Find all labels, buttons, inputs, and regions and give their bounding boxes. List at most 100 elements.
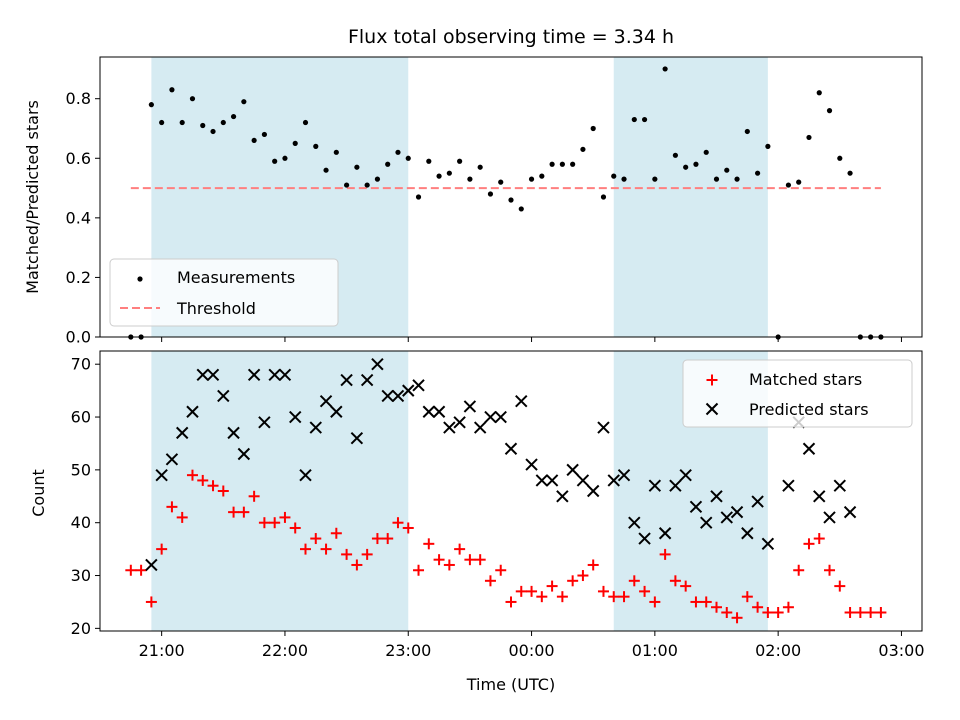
predicted-star-point-b xyxy=(689,500,703,514)
matched-star-point xyxy=(659,548,671,560)
predicted-star-point-b xyxy=(258,416,271,429)
matched-star-point xyxy=(392,517,404,529)
measurement-points xyxy=(128,66,884,340)
matched-star-point xyxy=(145,596,157,608)
measurement-point xyxy=(796,179,802,185)
predicted-star-point-b xyxy=(782,479,795,492)
matched-star-point xyxy=(413,564,425,576)
measurement-point xyxy=(498,179,504,185)
measurement-point xyxy=(600,194,607,200)
matched-star-point xyxy=(731,612,743,624)
predicted-star-point-b xyxy=(802,442,816,455)
observing-intervals-bottom xyxy=(151,351,768,631)
predicted-star-point xyxy=(453,416,466,429)
predicted-star-point xyxy=(463,400,477,413)
count-legend-box xyxy=(682,359,913,428)
predicted-star-point-b xyxy=(237,447,251,461)
count-y-tick-label: 30 xyxy=(71,566,91,585)
predicted-star-point xyxy=(607,474,620,487)
measurement-point xyxy=(189,96,196,102)
matched-star-point xyxy=(176,511,188,523)
matched-star-point xyxy=(875,607,887,619)
measurement-point xyxy=(641,116,648,123)
time-x-axis-label: Time (UTC) xyxy=(466,675,555,694)
measurement-point xyxy=(395,149,401,155)
predicted-star-point-b xyxy=(813,490,826,503)
predicted-star-point-b xyxy=(422,405,436,418)
measurement-point xyxy=(559,161,565,167)
matched-star-point xyxy=(310,533,322,545)
time-x-tick-label: 03:00 xyxy=(878,641,924,660)
matched-star-point xyxy=(228,506,240,518)
measurement-point xyxy=(323,167,329,173)
matched-star-point xyxy=(567,575,579,587)
predicted-star-point xyxy=(638,532,651,545)
matched-star-point xyxy=(834,580,846,592)
count-y-tick-label: 40 xyxy=(71,513,91,532)
predicted-star-point-b xyxy=(586,484,600,498)
predicted-star-point-b xyxy=(412,379,425,392)
measurement-point xyxy=(159,119,165,126)
matched-star-point xyxy=(382,533,394,545)
predicted-star-point-b xyxy=(720,511,733,524)
predicted-star-point-b xyxy=(843,505,857,519)
count-y-tick-label: 60 xyxy=(71,408,91,427)
measurement-point xyxy=(436,173,442,179)
predicted-star-point-b xyxy=(432,405,446,418)
predicted-star-point-b xyxy=(576,474,590,487)
matched-star-point xyxy=(515,585,527,597)
legend-threshold-label: Threshold xyxy=(176,299,256,318)
predicted-star-point xyxy=(617,468,631,482)
matched-star-point xyxy=(238,506,250,518)
ratio-y-tick-label: 0.6 xyxy=(66,149,91,168)
predicted-star-point xyxy=(761,537,775,551)
predicted-star-point xyxy=(309,421,322,434)
matched-star-point xyxy=(803,538,815,550)
matched-star-point xyxy=(782,601,794,613)
predicted-star-point xyxy=(525,458,538,471)
predicted-star-point xyxy=(813,490,826,503)
matched-star-point xyxy=(752,601,764,613)
measurement-point xyxy=(580,146,586,152)
predicted-star-point-b xyxy=(217,389,230,403)
predicted-star-point-b xyxy=(350,431,364,445)
measurement-point xyxy=(148,102,154,108)
measurement-point xyxy=(590,125,596,132)
measurement-point xyxy=(672,152,679,158)
matched-star-point xyxy=(577,570,589,582)
count-y-axis: 20 30 40 50 60 70 xyxy=(71,355,100,638)
predicted-star-point xyxy=(340,373,353,387)
matched-star-point xyxy=(217,485,229,497)
matched-star-point xyxy=(680,580,692,592)
count-plot-frame xyxy=(99,350,923,632)
time-x-tick-label: 02:00 xyxy=(755,641,801,660)
predicted-star-point xyxy=(782,479,795,492)
matched-star-point xyxy=(639,585,651,597)
predicted-star-point xyxy=(412,379,425,392)
predicted-star-point-b xyxy=(566,463,579,477)
measurement-point xyxy=(220,119,226,126)
predicted-star-point xyxy=(484,410,497,424)
measurement-point xyxy=(344,182,350,188)
predicted-star-point xyxy=(217,389,230,403)
predicted-star-point-b xyxy=(823,511,836,524)
predicted-star-point-b xyxy=(175,426,189,440)
predicted-star-point xyxy=(473,421,487,434)
predicted-star-point-b xyxy=(658,527,672,540)
matched-star-point xyxy=(649,596,661,608)
measurement-point xyxy=(426,158,432,164)
predicted-star-point xyxy=(350,431,364,445)
predicted-star-point xyxy=(391,389,405,403)
measurement-point xyxy=(570,161,576,167)
predicted-star-point xyxy=(402,384,415,397)
matched-star-point xyxy=(628,575,640,587)
matched-star-point xyxy=(351,559,363,571)
predicted-star-point-b xyxy=(206,368,220,381)
predicted-star-point xyxy=(494,410,507,424)
count-y-tick-label: 50 xyxy=(71,460,91,479)
predicted-star-point xyxy=(196,368,209,381)
predicted-star-point xyxy=(289,410,302,424)
measurement-point xyxy=(652,176,658,182)
measurement-point xyxy=(415,194,422,200)
count-panel: 20 30 40 50 60 70 21:00 22:00 23:00 00:00 01:00 02… xyxy=(29,350,925,694)
